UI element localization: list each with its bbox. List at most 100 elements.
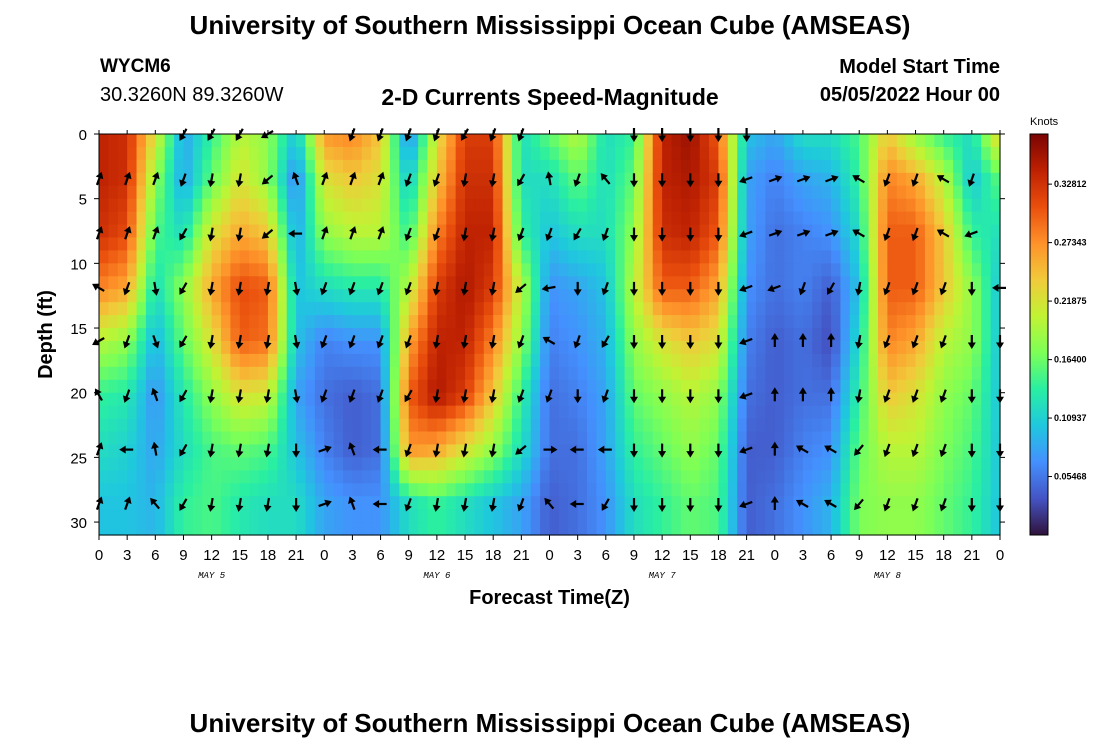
- heatmap-cell: [174, 185, 185, 200]
- heatmap-cell: [521, 379, 532, 394]
- current-arrow: [460, 227, 469, 242]
- heatmap-cell: [868, 250, 879, 264]
- heatmap-cell: [755, 340, 766, 355]
- heatmap-cell: [746, 315, 757, 329]
- heatmap-cell: [906, 263, 917, 277]
- heatmap-cell: [718, 250, 729, 264]
- heatmap-cell: [399, 146, 410, 161]
- heatmap-cell: [183, 134, 194, 148]
- heatmap-cell: [99, 444, 109, 458]
- heatmap-cell: [906, 379, 917, 394]
- heatmap-cell: [605, 457, 616, 471]
- heatmap-cell: [380, 159, 391, 174]
- heatmap-cell: [784, 444, 795, 458]
- heatmap-cell: [333, 457, 344, 471]
- heatmap-cell: [399, 431, 410, 446]
- heatmap-cell: [633, 483, 644, 497]
- heatmap-cell: [746, 340, 757, 355]
- heatmap-cell: [737, 315, 748, 329]
- heatmap-cell: [549, 418, 560, 433]
- heatmap-cell: [258, 198, 269, 213]
- heatmap-cell: [465, 328, 476, 342]
- heatmap-cell: [793, 353, 804, 368]
- current-arrow: [122, 281, 131, 296]
- heatmap-cell: [202, 224, 213, 239]
- heatmap-cell: [343, 198, 354, 213]
- heatmap-cell: [296, 328, 307, 342]
- heatmap-cell: [474, 392, 485, 407]
- heatmap-cell: [239, 172, 250, 187]
- current-arrow: [545, 171, 554, 186]
- heatmap-cell: [267, 496, 278, 510]
- heatmap-cell: [671, 418, 682, 433]
- heatmap-cell: [389, 289, 400, 303]
- heatmap-cell: [934, 522, 945, 536]
- heatmap-cell: [962, 496, 973, 510]
- heatmap-cell: [680, 185, 691, 200]
- current-arrow: [630, 443, 638, 458]
- current-arrow: [658, 498, 667, 512]
- heatmap-cell: [558, 496, 569, 510]
- heatmap-cell: [727, 302, 738, 316]
- heatmap-cell: [924, 134, 935, 148]
- heatmap-cell: [99, 211, 109, 226]
- heatmap-cell: [587, 392, 598, 407]
- x-tick-label: 15: [231, 547, 248, 564]
- heatmap-cell: [840, 353, 851, 368]
- heatmap-cell: [239, 496, 250, 510]
- heatmap-cell: [418, 289, 429, 303]
- heatmap-cell: [277, 146, 288, 161]
- heatmap-cell: [305, 444, 316, 458]
- heatmap-cell: [812, 483, 823, 497]
- heatmap-cell: [333, 315, 344, 329]
- heatmap-cell: [718, 224, 729, 239]
- current-arrow: [235, 173, 244, 188]
- heatmap-cell: [990, 431, 1001, 446]
- heatmap-cell: [990, 496, 1001, 510]
- heatmap-cell: [427, 457, 438, 471]
- heatmap-cell: [502, 366, 513, 381]
- heatmap-cell: [333, 379, 344, 394]
- current-arrow: [235, 227, 244, 242]
- heatmap-cell: [446, 289, 457, 303]
- heatmap-cell: [164, 444, 175, 458]
- heatmap-cell: [530, 379, 541, 394]
- heatmap-cell: [286, 198, 297, 213]
- heatmap-cell: [371, 366, 382, 381]
- heatmap-cell: [859, 340, 870, 355]
- heatmap-cell: [267, 276, 278, 290]
- heatmap-cell: [568, 224, 579, 239]
- heatmap-cell: [521, 263, 532, 277]
- current-arrow: [883, 334, 891, 349]
- heatmap-cell: [924, 522, 935, 536]
- heatmap-cell: [877, 328, 888, 342]
- heatmap-cell: [652, 263, 663, 277]
- heatmap-cell: [840, 211, 851, 226]
- heatmap-cell: [671, 444, 682, 458]
- heatmap-cell: [408, 496, 419, 510]
- heatmap-cell: [174, 146, 185, 161]
- heatmap-cell: [230, 172, 241, 187]
- heatmap-cell: [981, 431, 992, 446]
- heatmap-cell: [981, 276, 992, 290]
- current-arrow: [235, 334, 244, 349]
- heatmap-cell: [99, 379, 109, 394]
- heatmap-cell: [849, 366, 860, 381]
- heatmap-cell: [99, 172, 109, 187]
- heatmap-cell: [624, 522, 635, 536]
- heatmap-cell: [859, 522, 870, 536]
- heatmap-cell: [155, 159, 166, 174]
- current-arrow: [517, 334, 525, 349]
- heatmap-cell: [258, 379, 269, 394]
- heatmap-cell: [587, 250, 598, 264]
- heatmap-cell: [530, 211, 541, 226]
- heatmap-cell: [389, 405, 400, 420]
- heatmap-cell: [737, 470, 748, 484]
- heatmap-cell: [202, 289, 213, 303]
- heatmap-cell: [784, 276, 795, 290]
- heatmap-cell: [239, 431, 250, 446]
- heatmap-cell: [990, 522, 1001, 536]
- heatmap-cell: [483, 366, 494, 381]
- heatmap-cell: [812, 444, 823, 458]
- heatmap-cell: [831, 328, 842, 342]
